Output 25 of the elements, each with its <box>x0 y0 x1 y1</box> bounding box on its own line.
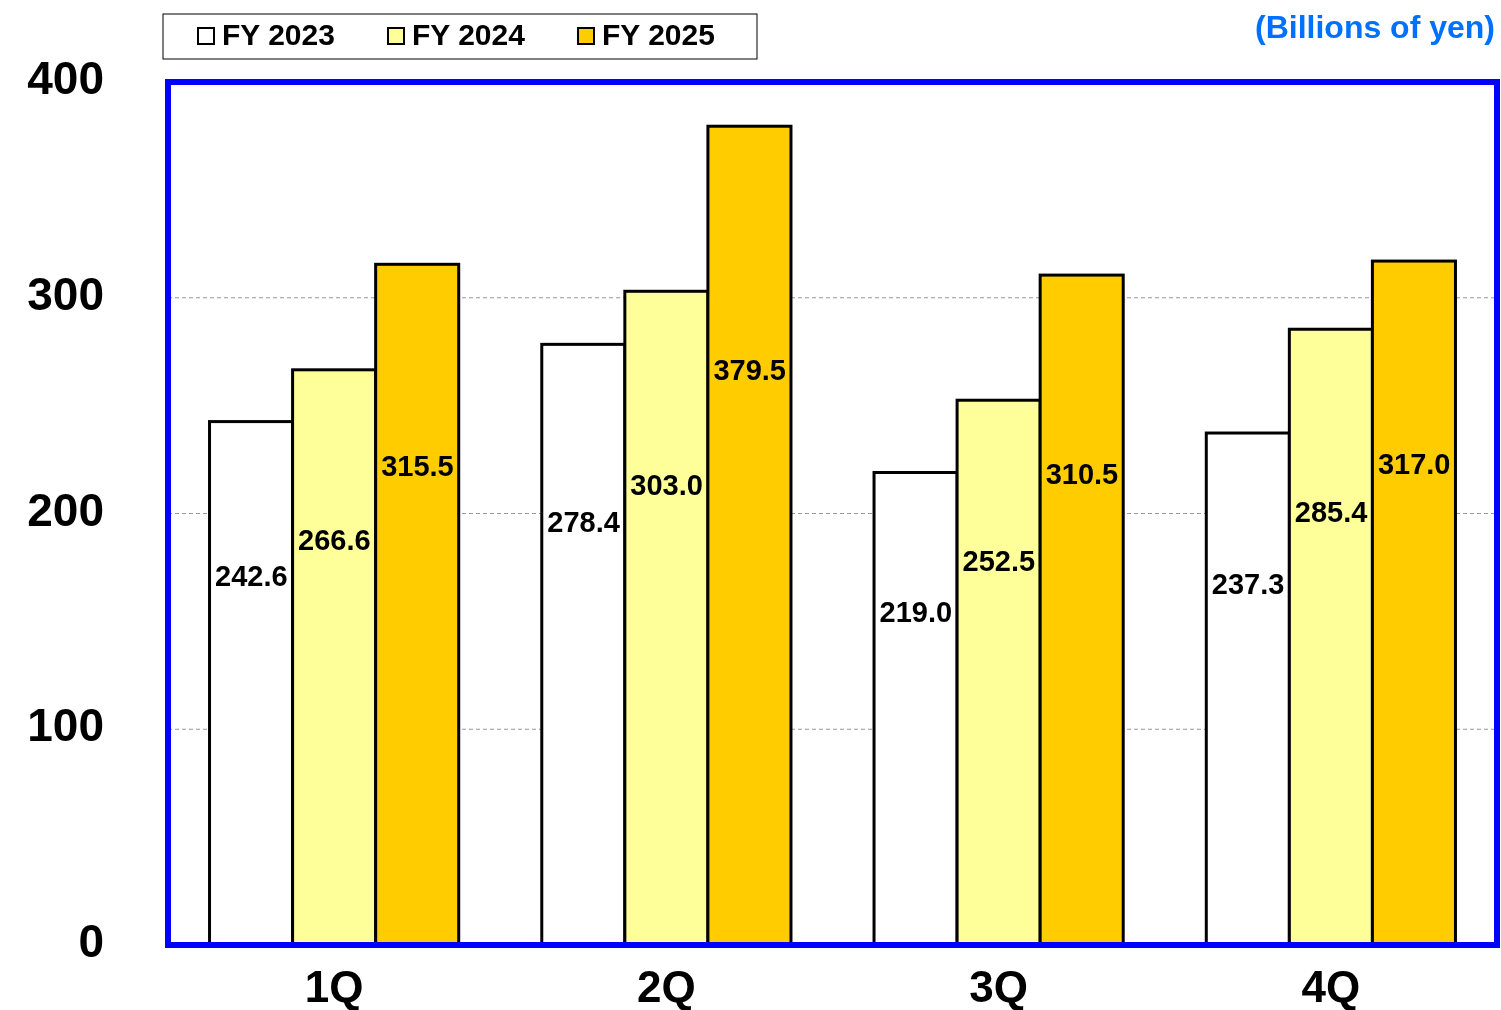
text: 278.4 <box>547 506 620 539</box>
y-tick-label: 300 <box>27 267 104 320</box>
text: 219.0 <box>879 595 953 628</box>
text: 379.5 <box>713 353 786 386</box>
y-tick-label: 100 <box>27 699 104 752</box>
text: 317.0 <box>1377 447 1451 480</box>
text: 266.6 <box>298 524 371 557</box>
text: 315.5 <box>381 450 454 483</box>
text: 303.0 <box>630 469 703 502</box>
x-tick-label: 3Q <box>969 961 1028 1010</box>
legend-label: FY 2024 <box>412 17 526 51</box>
legend-label: FY 2025 <box>602 17 715 51</box>
text: 252.5 <box>962 545 1036 578</box>
x-tick-label: 4Q <box>1301 961 1361 1010</box>
legend-label: FY 2023 <box>222 17 335 51</box>
x-tick-label: 2Q <box>637 961 696 1010</box>
y-tick-label: 200 <box>27 483 104 536</box>
text: 310.5 <box>1045 457 1119 490</box>
text: (Billions of yen) <box>1255 9 1495 46</box>
y-tick-label: 400 <box>27 52 104 105</box>
text: 242.6 <box>215 560 288 593</box>
text: 285.4 <box>1294 495 1368 528</box>
y-tick-label: 0 <box>78 915 104 968</box>
text: 237.3 <box>1211 568 1285 601</box>
x-tick-label: 1Q <box>304 961 364 1010</box>
